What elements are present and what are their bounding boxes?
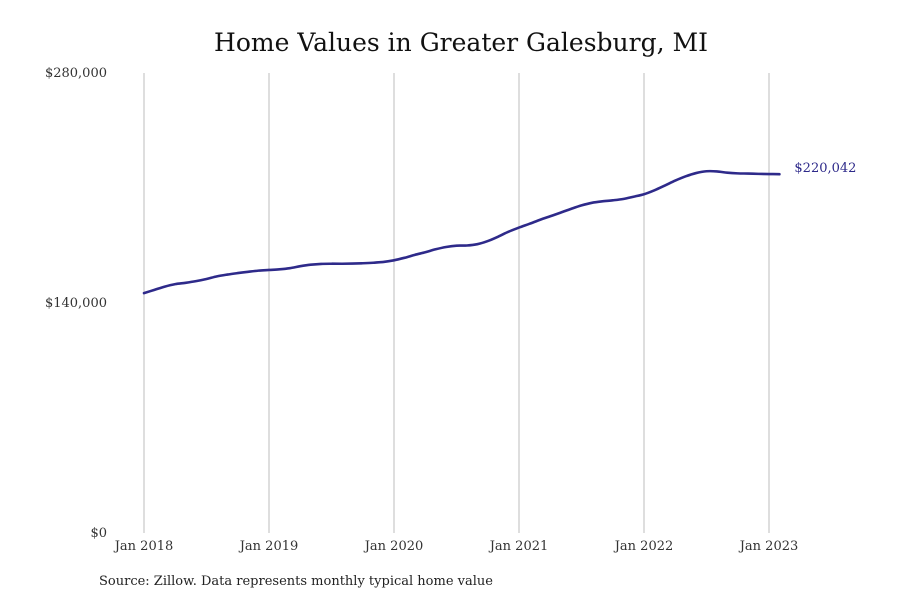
y-tick-label: $280,000 — [45, 66, 107, 81]
x-tick-label: Jan 2018 — [113, 539, 174, 554]
home-value-series-line — [142, 169, 781, 295]
x-tick-label: Jan 2020 — [363, 539, 424, 554]
grid-lines — [143, 73, 770, 533]
x-tick-label: Jan 2019 — [238, 539, 299, 554]
y-tick-label: $0 — [90, 526, 107, 541]
x-axis-tick-labels: Jan 2018 Jan 2019 Jan 2020 Jan 2021 Jan 2022… — [113, 539, 799, 554]
x-tick-label: Jan 2023 — [738, 539, 799, 554]
x-tick-label: Jan 2022 — [613, 539, 674, 554]
y-tick-label: $140,000 — [45, 296, 107, 311]
x-tick-label: Jan 2021 — [488, 539, 549, 554]
chart-title: Home Values in Greater Galesburg, MI — [214, 28, 708, 57]
y-axis-tick-labels: $0 $140,000 $280,000 — [45, 66, 107, 541]
source-note: Source: Zillow. Data represents monthly … — [99, 574, 493, 589]
latest-value-label: $220,042 — [794, 161, 856, 176]
